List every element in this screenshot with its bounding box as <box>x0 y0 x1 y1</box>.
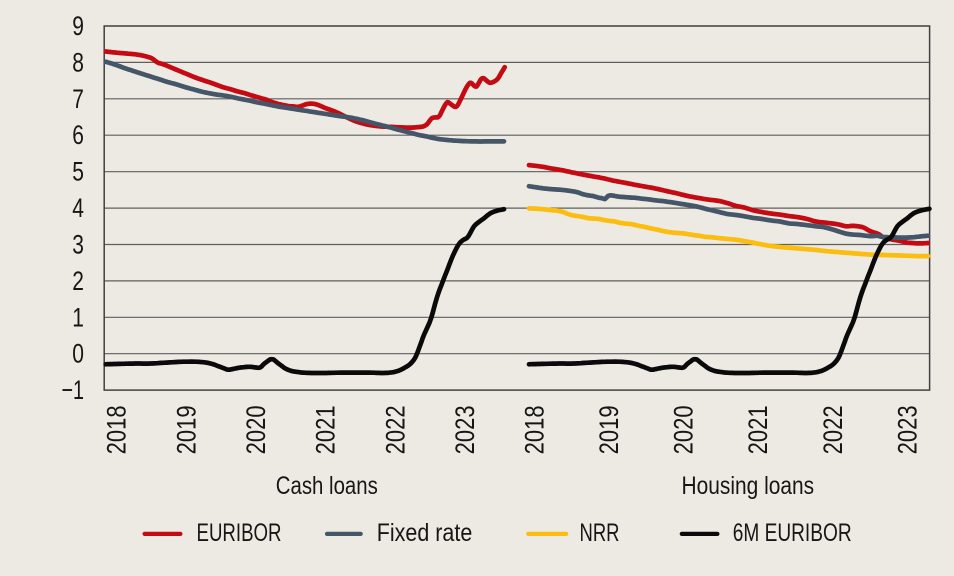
svg-text:6M EURIBOR: 6M EURIBOR <box>733 519 852 547</box>
svg-text:Housing loans: Housing loans <box>682 472 815 500</box>
svg-text:2: 2 <box>72 266 84 296</box>
svg-text:5: 5 <box>72 157 84 187</box>
svg-text:2022: 2022 <box>818 405 848 454</box>
svg-text:0: 0 <box>72 339 84 369</box>
svg-text:NRR: NRR <box>580 519 620 547</box>
svg-text:2019: 2019 <box>594 405 624 454</box>
svg-text:3: 3 <box>72 230 84 260</box>
svg-text:Cash loans: Cash loans <box>276 472 378 500</box>
svg-text:2022: 2022 <box>380 405 410 454</box>
svg-text:1: 1 <box>72 302 84 332</box>
svg-text:2019: 2019 <box>171 405 201 454</box>
svg-text:9: 9 <box>72 11 84 41</box>
svg-text:Fixed rate: Fixed rate <box>377 519 473 547</box>
svg-text:EURIBOR: EURIBOR <box>197 519 282 547</box>
svg-text:−1: −1 <box>62 375 85 405</box>
svg-text:2020: 2020 <box>669 405 699 454</box>
svg-text:6: 6 <box>72 120 84 150</box>
svg-text:2023: 2023 <box>892 405 922 454</box>
svg-text:2018: 2018 <box>102 405 132 454</box>
svg-text:2023: 2023 <box>450 405 480 454</box>
svg-text:2020: 2020 <box>241 405 271 454</box>
svg-text:4: 4 <box>72 193 84 223</box>
svg-text:2021: 2021 <box>743 405 773 454</box>
svg-text:2021: 2021 <box>311 405 341 454</box>
svg-text:2018: 2018 <box>519 405 549 454</box>
svg-text:7: 7 <box>72 84 84 114</box>
svg-text:8: 8 <box>72 47 84 77</box>
